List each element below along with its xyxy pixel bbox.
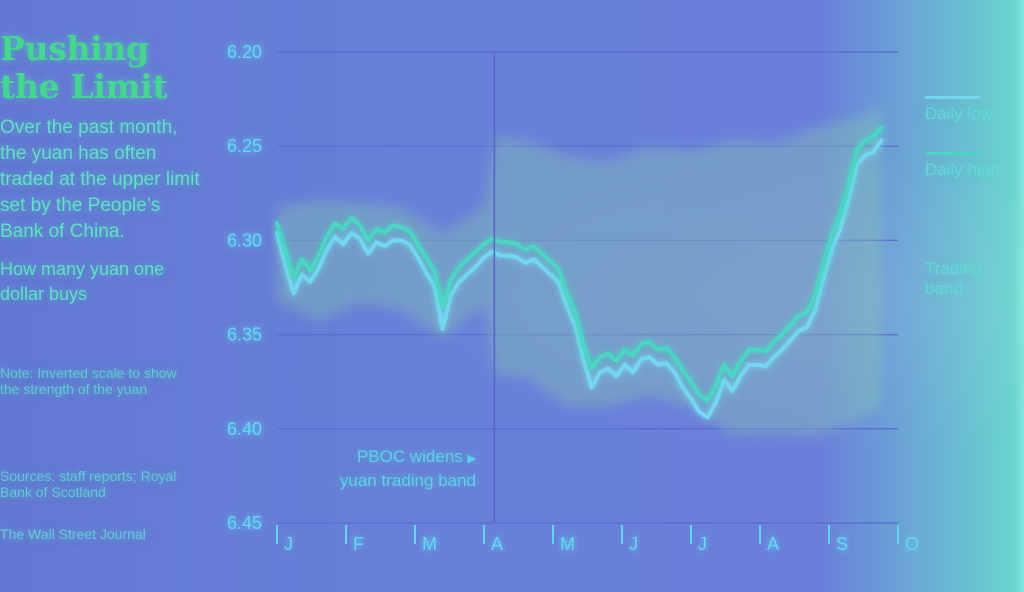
chart-sources: Sources: staff reports; Royal Bank of Sc… [0, 468, 177, 500]
daily-high-series-line [275, 125, 884, 403]
chart-note: Note: Inverted scale to show the strengt… [0, 365, 177, 397]
chart-info-panel: Pushing the Limit Over the past month, t… [0, 30, 205, 570]
x-tick-label: F [353, 534, 364, 554]
y-tick-label: 6.45 [227, 513, 262, 533]
y-tick-label: 6.25 [227, 136, 262, 156]
legend-swatch-daily-high [925, 152, 981, 155]
y-tick-label: 6.20 [227, 42, 262, 62]
chart-subtitle: How many yuan one dollar buys [0, 259, 165, 304]
legend-label-trading-band-line-1: Trading [925, 259, 983, 278]
x-tick-label: S [836, 534, 848, 554]
x-tick-label: J [698, 534, 707, 554]
chart-description: Over the past month, the yuan has often … [0, 117, 200, 242]
legend-label-trading-band-line-2: band [925, 279, 963, 298]
legend-swatch-daily-low [925, 96, 981, 99]
x-tick-label: J [284, 534, 293, 554]
x-tick-label: A [767, 534, 779, 554]
trading-band-layer [277, 108, 882, 437]
legend-item-daily-high: Daily high [925, 152, 1015, 180]
chart-title-line-1: Pushing [0, 29, 149, 68]
trading-band-area [277, 108, 882, 437]
x-tick-label: M [560, 534, 575, 554]
x-tick-label: M [422, 534, 437, 554]
x-tick-label: J [629, 534, 638, 554]
y-tick-label: 6.35 [227, 325, 262, 345]
series-layer [275, 125, 884, 420]
y-tick-label: 6.40 [227, 419, 262, 439]
pboc-annotation: PBOC widens ▶ yuan trading band [306, 446, 476, 491]
pboc-annotation-line-1: PBOC widens [356, 447, 463, 466]
x-tick-label: O [905, 534, 919, 554]
chart-title: Pushing the Limit [0, 30, 205, 106]
legend-label-daily-low: Daily low [925, 104, 994, 123]
x-tick-label: A [491, 534, 503, 554]
publication-credit: The Wall Street Journal [0, 526, 146, 542]
pboc-arrow-icon: ▶ [467, 453, 476, 465]
legend-label-daily-high: Daily high [925, 160, 1000, 179]
legend-item-daily-low: Daily low [925, 96, 1015, 124]
legend-item-trading-band: Trading band [925, 259, 1015, 299]
daily-low-series-line [275, 138, 884, 420]
pboc-annotation-line-2: yuan trading band [339, 471, 476, 490]
axis-layer: 6.20 6.25 6.30 6.35 6.40 6.45 J F M A M J J A S O [227, 42, 919, 554]
y-tick-label: 6.30 [227, 230, 262, 250]
chart-title-line-2: the Limit [0, 67, 168, 106]
